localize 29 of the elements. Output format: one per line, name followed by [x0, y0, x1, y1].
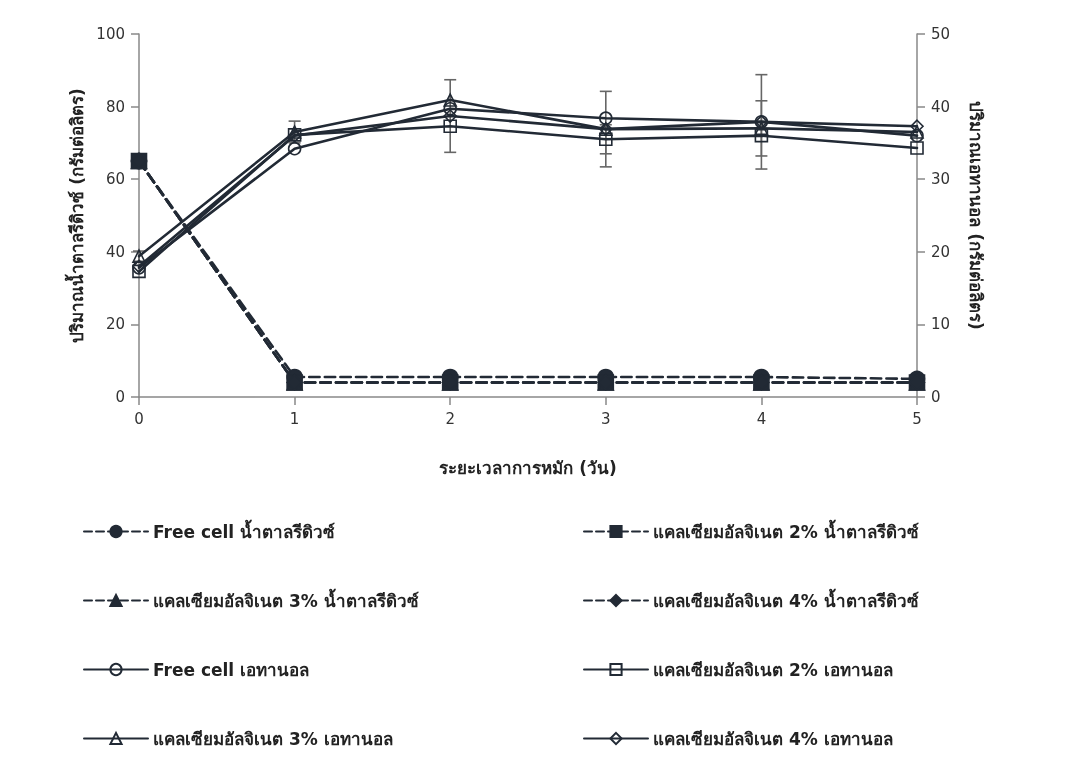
- y2-tick-label: 0: [931, 388, 941, 406]
- x-tick-label: 5: [912, 409, 922, 428]
- legend-label: Free cell น้ำตาลรีดิวซ์: [153, 518, 336, 542]
- x-tick-label: 2: [445, 409, 455, 428]
- y-tick-label: 0: [115, 388, 125, 406]
- y2-tick-label: 30: [931, 170, 951, 189]
- legend-label: แคลเซียมอัลจิเนต 4% เอทานอล: [653, 728, 893, 749]
- x-tick-label: 4: [756, 409, 767, 428]
- y-tick-label: 40: [105, 242, 125, 261]
- y2-axis-title: ปริมาณเอทานอล (กรัมต่อลิตร): [965, 101, 986, 330]
- x-axis-title: ระยะเวลาการหมัก (วัน): [439, 457, 617, 478]
- y2-tick-label: 40: [931, 97, 951, 116]
- legend-label: แคลเซียมอัลจิเนต 4% น้ำตาลรีดิวซ์: [653, 587, 919, 611]
- legend-label: แคลเซียมอัลจิเนต 2% น้ำตาลรีดิวซ์: [653, 518, 919, 542]
- y2-tick-label: 50: [931, 25, 951, 43]
- y-tick-label: 100: [96, 25, 125, 43]
- y-tick-label: 80: [105, 97, 125, 116]
- legend-label: แคลเซียมอัลจิเนต 2% เอทานอล: [653, 659, 893, 680]
- y2-tick-label: 10: [931, 315, 951, 334]
- legend-label: Free cell เอทานอล: [153, 659, 310, 680]
- x-tick-label: 1: [289, 409, 300, 428]
- x-tick-label: 3: [601, 409, 611, 428]
- y2-tick-label: 20: [931, 242, 951, 261]
- legend-label: แคลเซียมอัลจิเนต 3% เอทานอล: [153, 728, 393, 749]
- y-axis-title: ปริมาณน้ำตาลรีดิวซ์ (กรัมต่อลิตร): [63, 88, 87, 343]
- legend-label: แคลเซียมอัลจิเนต 3% น้ำตาลรีดิวซ์: [153, 587, 419, 611]
- y-tick-label: 60: [105, 170, 125, 189]
- y-tick-label: 20: [105, 315, 125, 334]
- x-tick-label: 0: [134, 409, 144, 428]
